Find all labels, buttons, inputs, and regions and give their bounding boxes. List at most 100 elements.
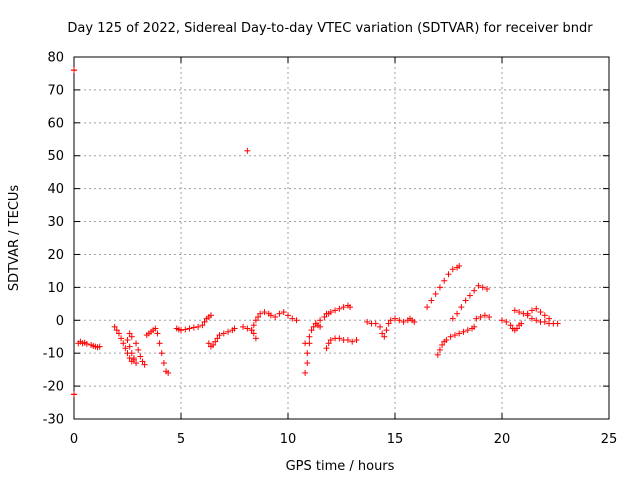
data-point	[126, 343, 133, 350]
data-point	[252, 317, 259, 324]
y-tick-label: -30	[43, 413, 64, 428]
data-point	[327, 309, 334, 316]
data-point	[115, 330, 122, 337]
y-tick-label: 40	[47, 182, 64, 197]
data-point	[449, 315, 456, 322]
data-point	[464, 327, 471, 334]
data-point	[392, 315, 398, 322]
chart-title: Day 125 of 2022, Sidereal Day-to-day VTE…	[67, 21, 593, 36]
data-point	[306, 333, 313, 340]
y-tick-label: 0	[56, 314, 64, 329]
data-point	[317, 317, 324, 324]
data-point	[96, 343, 103, 350]
data-point	[225, 328, 232, 335]
data-point	[152, 325, 159, 332]
data-point	[349, 338, 356, 345]
x-tick-label: 15	[387, 432, 404, 447]
data-point	[158, 350, 165, 357]
data-point	[250, 330, 257, 337]
data-point	[336, 305, 343, 312]
data-point	[71, 391, 77, 398]
data-point	[248, 327, 255, 334]
data-point	[137, 353, 144, 360]
data-point	[306, 340, 313, 347]
data-point	[364, 318, 371, 325]
data-point	[518, 320, 525, 327]
data-point	[471, 287, 478, 294]
x-tick-label: 20	[494, 432, 511, 447]
data-point	[261, 309, 268, 316]
x-tick-label: 0	[70, 432, 78, 447]
data-point	[327, 337, 334, 344]
y-tick-label: 10	[47, 281, 64, 296]
data-point	[541, 312, 548, 319]
data-point	[436, 346, 443, 353]
data-point	[428, 297, 435, 304]
data-point	[340, 304, 347, 311]
data-point	[554, 320, 561, 327]
data-point	[471, 323, 478, 330]
data-point	[154, 330, 161, 337]
data-point	[216, 332, 223, 339]
data-point	[255, 313, 262, 320]
data-point	[383, 327, 390, 334]
data-point	[293, 317, 300, 324]
data-point	[276, 310, 283, 317]
x-tick-label: 25	[601, 432, 618, 447]
grid-lines	[74, 57, 609, 419]
data-point	[165, 369, 172, 376]
y-tick-label: 50	[47, 149, 64, 164]
data-point	[244, 147, 251, 154]
x-axis-label: GPS time / hours	[286, 459, 395, 474]
data-point	[195, 323, 202, 330]
data-point	[456, 330, 463, 337]
data-point	[466, 292, 473, 299]
data-point	[126, 330, 133, 337]
data-point	[156, 340, 163, 347]
data-point	[460, 328, 467, 335]
plot-frame	[73, 56, 610, 420]
data-point	[400, 318, 407, 325]
y-axis-label: SDTVAR / TECUs	[7, 185, 22, 292]
data-point	[511, 307, 518, 314]
data-point	[456, 262, 463, 269]
data-point	[475, 282, 482, 289]
data-point	[323, 345, 330, 352]
data-point	[240, 323, 247, 330]
y-tick-label: 80	[47, 51, 64, 66]
data-point	[244, 325, 251, 332]
data-points	[71, 67, 561, 398]
data-point	[528, 307, 535, 314]
data-point	[516, 309, 523, 316]
data-point	[372, 320, 379, 327]
data-point	[205, 340, 212, 347]
data-point	[528, 315, 535, 322]
data-point	[411, 318, 418, 325]
data-point	[347, 304, 354, 311]
data-point	[317, 323, 324, 330]
y-axis: -30 -20 -10 0 10 20 30 40 50 60 70 80	[43, 51, 609, 428]
data-point	[524, 310, 531, 317]
data-point	[396, 317, 403, 324]
data-point	[113, 327, 120, 334]
data-point	[481, 312, 488, 319]
data-point	[533, 317, 540, 324]
data-point	[118, 335, 125, 342]
data-point	[336, 335, 343, 342]
data-point	[533, 305, 540, 312]
data-point	[182, 326, 189, 333]
data-point	[190, 324, 197, 331]
data-point	[83, 340, 90, 347]
data-point	[160, 360, 167, 367]
data-point	[537, 309, 544, 316]
x-tick-label: 5	[177, 432, 185, 447]
data-point	[133, 360, 140, 367]
data-point	[220, 330, 227, 337]
data-point	[133, 340, 140, 347]
data-point	[128, 333, 135, 340]
data-point	[377, 323, 384, 330]
data-point	[499, 317, 505, 324]
data-point	[231, 325, 238, 332]
data-point	[332, 307, 339, 314]
